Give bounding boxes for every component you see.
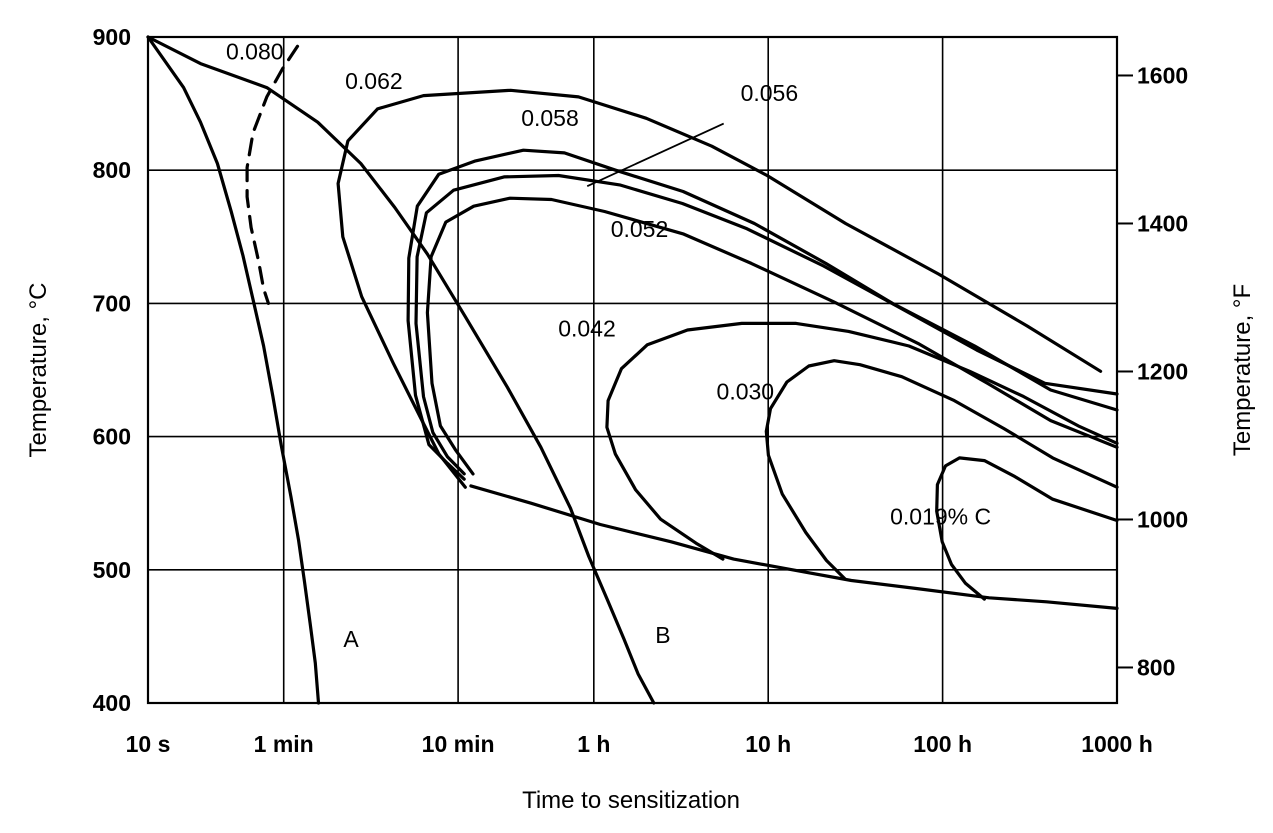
curve-label: 0.042 xyxy=(558,316,616,342)
leader-line xyxy=(586,122,725,188)
y-tick-label: 700 xyxy=(93,290,131,316)
curve-label: 0.058 xyxy=(521,105,579,131)
y-tick-label: 900 xyxy=(93,24,131,50)
sensitization-curve xyxy=(414,173,1119,476)
x-tick-label: 10 h xyxy=(745,731,791,757)
curve-label: 0.056 xyxy=(741,80,799,106)
sensitization-curve xyxy=(146,35,656,705)
y2-tick-label: 1200 xyxy=(1137,358,1188,384)
sensitization-curve xyxy=(605,321,1119,561)
sensitization-curve xyxy=(764,359,1119,581)
x-axis-ticks: 10 s 1 min 10 min 1 h 10 h 100 h 1000 h xyxy=(126,731,1153,757)
y-tick-label: 600 xyxy=(93,424,131,450)
y-axis-title: Temperature, °C xyxy=(25,283,52,458)
sensitization-curve xyxy=(336,88,1103,489)
curves xyxy=(146,35,1119,705)
curve-label: B xyxy=(655,622,670,648)
y2-tick-label: 1000 xyxy=(1137,506,1188,532)
grid xyxy=(148,37,1117,703)
x-tick-label: 100 h xyxy=(913,731,972,757)
sensitization-curve xyxy=(469,484,1119,611)
x-tick-label: 1 h xyxy=(577,731,610,757)
y-tick-label: 500 xyxy=(93,557,131,583)
curve-label: 0.019% C xyxy=(890,504,991,530)
y2-tick-label: 800 xyxy=(1137,654,1175,680)
y2-tick-label: 1400 xyxy=(1137,210,1188,236)
x-tick-label: 10 s xyxy=(126,731,171,757)
x-tick-label: 1 min xyxy=(254,731,314,757)
x-tick-label: 1000 h xyxy=(1081,731,1153,757)
y-axis-ticks: 400 500 600 700 800 900 xyxy=(93,24,131,716)
x-axis-title: Time to sensitization xyxy=(522,787,740,814)
curve-label: 0.052 xyxy=(611,216,669,242)
y-tick-label: 800 xyxy=(93,157,131,183)
sensitization-curve xyxy=(146,35,321,705)
plot-border xyxy=(146,35,1119,705)
y2-axis-ticks: 800 1000 1200 1400 1600 xyxy=(1117,62,1188,680)
curve-label: 0.080 xyxy=(226,39,284,65)
curve-label: 0.062 xyxy=(345,68,403,94)
curve-label: 0.030 xyxy=(717,378,775,404)
y-tick-label: 400 xyxy=(93,690,131,716)
y2-tick-label: 1600 xyxy=(1137,62,1188,88)
sensitization-curve xyxy=(935,456,1119,601)
y2-axis-title: Temperature, °F xyxy=(1229,284,1256,456)
curve-labels: 0.080 0.062 0.058 0.056 0.052 0.042 0.030 0.019… xyxy=(226,39,991,652)
plot-frame xyxy=(146,35,1119,705)
dashed-curve xyxy=(245,44,300,305)
curve-label: A xyxy=(343,626,359,652)
sensitization-curve xyxy=(425,196,1119,476)
x-tick-label: 10 min xyxy=(422,731,495,757)
